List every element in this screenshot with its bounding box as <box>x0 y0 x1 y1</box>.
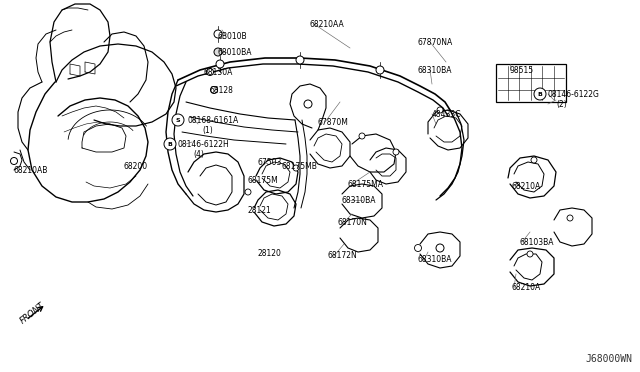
Bar <box>496 64 566 102</box>
Circle shape <box>296 56 304 64</box>
Circle shape <box>214 30 222 38</box>
Text: 08146-6122H: 08146-6122H <box>178 140 230 148</box>
Text: 68310BA: 68310BA <box>342 196 376 205</box>
Circle shape <box>531 157 537 163</box>
Text: 68128: 68128 <box>210 86 234 94</box>
Text: 68103BA: 68103BA <box>520 237 554 247</box>
Text: 68175M: 68175M <box>248 176 279 185</box>
Circle shape <box>293 165 299 171</box>
Circle shape <box>172 114 184 126</box>
Text: 98515: 98515 <box>510 65 534 74</box>
Circle shape <box>534 88 546 100</box>
Text: 67870NA: 67870NA <box>418 38 453 46</box>
Text: 68170N: 68170N <box>338 218 368 227</box>
Text: 68172N: 68172N <box>328 251 358 260</box>
Text: 68175MB: 68175MB <box>282 161 318 170</box>
Text: 68010BA: 68010BA <box>218 48 253 57</box>
Text: 68310BA: 68310BA <box>418 65 452 74</box>
Text: B: B <box>168 141 172 147</box>
Circle shape <box>436 244 444 252</box>
Text: (4): (4) <box>193 150 204 158</box>
Text: 28121: 28121 <box>248 205 272 215</box>
Text: FRONT: FRONT <box>18 301 46 326</box>
Text: 68210AB: 68210AB <box>14 166 49 174</box>
Text: (2): (2) <box>556 99 567 109</box>
Text: 68200: 68200 <box>124 161 148 170</box>
Circle shape <box>214 48 222 56</box>
Circle shape <box>211 87 218 93</box>
Text: 28120: 28120 <box>258 250 282 259</box>
Circle shape <box>304 100 312 108</box>
Text: J68000WN: J68000WN <box>585 354 632 364</box>
Circle shape <box>527 251 533 257</box>
Circle shape <box>393 149 399 155</box>
Text: 67870M: 67870M <box>318 118 349 126</box>
Text: 08146-6122G: 08146-6122G <box>548 90 600 99</box>
Text: 6B010B: 6B010B <box>218 32 248 41</box>
Text: S: S <box>176 118 180 122</box>
Circle shape <box>10 157 17 164</box>
Circle shape <box>245 189 251 195</box>
Text: 68130A: 68130A <box>203 67 232 77</box>
Text: 67503: 67503 <box>258 157 282 167</box>
Circle shape <box>437 107 443 113</box>
Circle shape <box>415 244 422 251</box>
Text: B: B <box>538 92 543 96</box>
Circle shape <box>164 138 176 150</box>
Text: 48433C: 48433C <box>432 109 461 119</box>
Text: 08168-6161A: 08168-6161A <box>187 115 238 125</box>
Text: 68175MA: 68175MA <box>348 180 384 189</box>
Circle shape <box>567 215 573 221</box>
Text: 68310BA: 68310BA <box>418 256 452 264</box>
Text: 68210A: 68210A <box>512 283 541 292</box>
Circle shape <box>216 60 224 68</box>
Circle shape <box>207 68 214 76</box>
Text: (1): (1) <box>202 125 212 135</box>
Text: 68210A: 68210A <box>512 182 541 190</box>
Circle shape <box>376 66 384 74</box>
Circle shape <box>359 133 365 139</box>
Text: 68210AA: 68210AA <box>310 19 345 29</box>
